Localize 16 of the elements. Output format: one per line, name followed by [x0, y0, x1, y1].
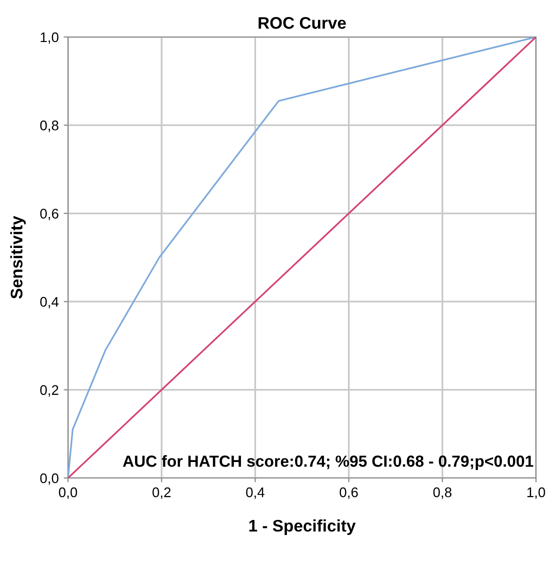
y-tick-label: 0,2: [40, 385, 58, 397]
y-tick-label: 1,0: [40, 32, 58, 44]
y-axis-title: Sensitivity: [10, 216, 26, 299]
y-tick-label: 0,6: [40, 208, 58, 220]
x-tick-label: 0,6: [340, 487, 358, 499]
y-tick-label: 0,8: [40, 120, 58, 132]
annotation: AUC for HATCH score:0.74; %95 CI:0.68 - 0.79;p<0.001: [122, 455, 534, 470]
y-tick-label: 0,4: [40, 296, 59, 308]
x-tick-label: 0,2: [152, 487, 171, 499]
x-tick-label: 1,0: [527, 487, 546, 499]
x-tick-label: 0,0: [58, 487, 78, 499]
x-tick-label: 0,8: [433, 487, 452, 499]
y-tick-label: 0,0: [40, 473, 58, 485]
x-axis-title: 1 - Specificity: [249, 519, 356, 535]
x-tick-label: 0,4: [246, 487, 264, 499]
chart-title: ROC Curve: [258, 17, 346, 29]
